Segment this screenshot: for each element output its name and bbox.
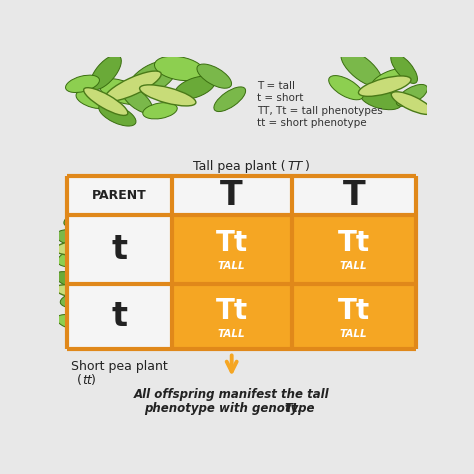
Text: All offspring manifest the tall: All offspring manifest the tall (134, 388, 329, 401)
Ellipse shape (90, 55, 121, 90)
Text: t = short: t = short (257, 93, 303, 103)
Text: (: ( (77, 374, 82, 387)
Bar (172, 284, 292, 349)
Ellipse shape (358, 76, 411, 96)
Ellipse shape (360, 89, 401, 109)
Text: PARENT: PARENT (92, 189, 146, 202)
Ellipse shape (99, 79, 144, 104)
Ellipse shape (99, 103, 136, 126)
Ellipse shape (371, 68, 414, 92)
Text: Tt.: Tt. (284, 402, 302, 415)
Text: TALL: TALL (218, 261, 246, 271)
Ellipse shape (197, 64, 232, 88)
Text: TALL: TALL (340, 261, 367, 271)
Ellipse shape (341, 50, 382, 87)
Ellipse shape (214, 87, 246, 111)
Bar (172, 176, 416, 215)
Text: TALL: TALL (340, 328, 367, 339)
Text: Short pea plant: Short pea plant (71, 360, 168, 373)
Ellipse shape (55, 285, 95, 299)
Text: tt = short phenotype: tt = short phenotype (257, 118, 366, 128)
Ellipse shape (60, 291, 97, 308)
Text: Tt: Tt (337, 229, 370, 257)
Ellipse shape (328, 75, 363, 100)
Bar (292, 215, 416, 284)
Ellipse shape (64, 210, 93, 227)
Ellipse shape (105, 71, 161, 101)
Text: TT, Tt = tall phenotypes: TT, Tt = tall phenotypes (257, 106, 383, 116)
Ellipse shape (128, 61, 177, 96)
Text: tt: tt (82, 374, 91, 387)
Text: Tall pea plant (: Tall pea plant ( (193, 161, 286, 173)
Bar (292, 284, 416, 349)
Ellipse shape (174, 76, 215, 99)
Ellipse shape (56, 315, 90, 330)
Ellipse shape (83, 88, 128, 115)
Text: T = tall: T = tall (257, 81, 295, 91)
Ellipse shape (65, 75, 100, 92)
Text: phenotype with genotype: phenotype with genotype (145, 402, 319, 415)
Text: ): ) (304, 161, 310, 173)
Text: Tt: Tt (216, 297, 248, 325)
Bar (67, 176, 416, 349)
Ellipse shape (55, 272, 86, 289)
Text: Tt: Tt (216, 229, 248, 257)
Bar (172, 215, 292, 284)
Ellipse shape (155, 56, 204, 81)
Text: T: T (220, 179, 243, 212)
Text: T: T (342, 179, 365, 212)
Ellipse shape (396, 84, 428, 106)
Bar (67, 176, 172, 349)
FancyArrowPatch shape (227, 356, 237, 372)
Text: t: t (111, 300, 128, 333)
Text: ): ) (91, 374, 96, 387)
Ellipse shape (392, 92, 432, 114)
Text: TALL: TALL (218, 328, 246, 339)
Ellipse shape (143, 103, 177, 119)
Ellipse shape (76, 90, 112, 109)
Ellipse shape (140, 85, 196, 106)
Text: TT: TT (288, 161, 303, 173)
Text: t: t (111, 233, 128, 266)
Ellipse shape (57, 247, 95, 267)
Bar (67, 176, 172, 215)
Ellipse shape (56, 230, 91, 246)
Ellipse shape (55, 241, 98, 255)
Ellipse shape (391, 54, 418, 83)
Ellipse shape (121, 85, 153, 113)
Text: Tt: Tt (337, 297, 370, 325)
